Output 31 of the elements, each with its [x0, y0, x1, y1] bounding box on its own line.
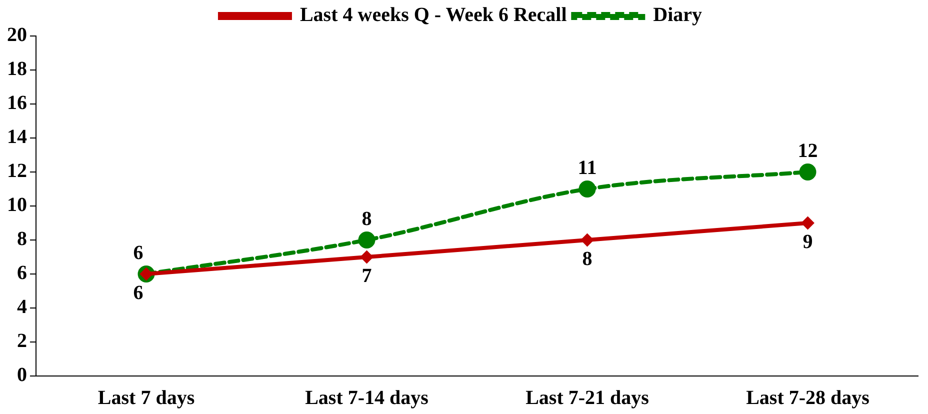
legend-label: Diary: [653, 4, 702, 26]
x-tick-label: Last 7-21 days: [526, 387, 650, 410]
point: [578, 180, 596, 198]
y-tick-label: 12: [7, 160, 27, 182]
point: [358, 232, 376, 248]
point: [801, 216, 814, 230]
data-label: 12: [798, 140, 818, 162]
point: [580, 234, 594, 246]
point: [799, 164, 816, 180]
data-label: 8: [582, 248, 592, 270]
data-label: 9: [802, 231, 813, 254]
data-label: 11: [578, 157, 597, 180]
y-tick-label: 6: [17, 262, 27, 284]
y-tick-label: 10: [7, 194, 27, 216]
y-tick-label: 14: [7, 126, 27, 148]
data-label: 6: [133, 282, 144, 304]
data-label: 7: [362, 265, 372, 288]
x-tick-label: Last 7 days: [98, 387, 195, 410]
x-tick-label: Last 7-28 days: [746, 387, 870, 410]
data-label: 6: [133, 242, 144, 264]
y-tick-label: 16: [7, 92, 27, 114]
y-tick-label: 8: [17, 228, 27, 250]
x-tick-label: Last 7-14 days: [305, 387, 429, 410]
y-tick-label: 0: [17, 364, 27, 386]
y-tick-label: 20: [7, 24, 27, 46]
y-tick-label: 4: [17, 296, 27, 318]
data-label: 8: [362, 208, 372, 230]
y-tick-label: 2: [17, 330, 27, 352]
legend-label: Last 4 weeks Q - Week 6 Recall: [300, 4, 568, 26]
point: [360, 250, 374, 264]
y-tick-label: 18: [7, 58, 27, 80]
